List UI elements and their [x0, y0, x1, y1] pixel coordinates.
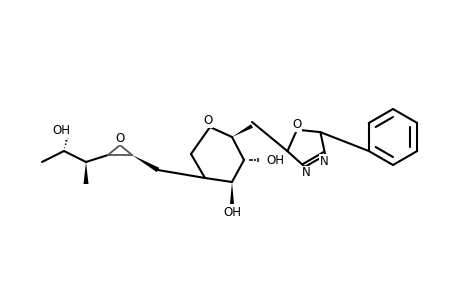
Text: O: O	[292, 118, 301, 131]
Text: N: N	[301, 167, 310, 179]
Text: OH: OH	[223, 206, 241, 218]
Text: O: O	[115, 131, 124, 145]
Polygon shape	[230, 182, 234, 204]
Text: O: O	[203, 115, 212, 128]
Text: N: N	[319, 154, 328, 168]
Polygon shape	[132, 155, 159, 172]
Polygon shape	[231, 124, 252, 137]
Text: OH: OH	[52, 124, 70, 137]
Polygon shape	[84, 162, 88, 184]
Text: OH: OH	[265, 154, 283, 166]
